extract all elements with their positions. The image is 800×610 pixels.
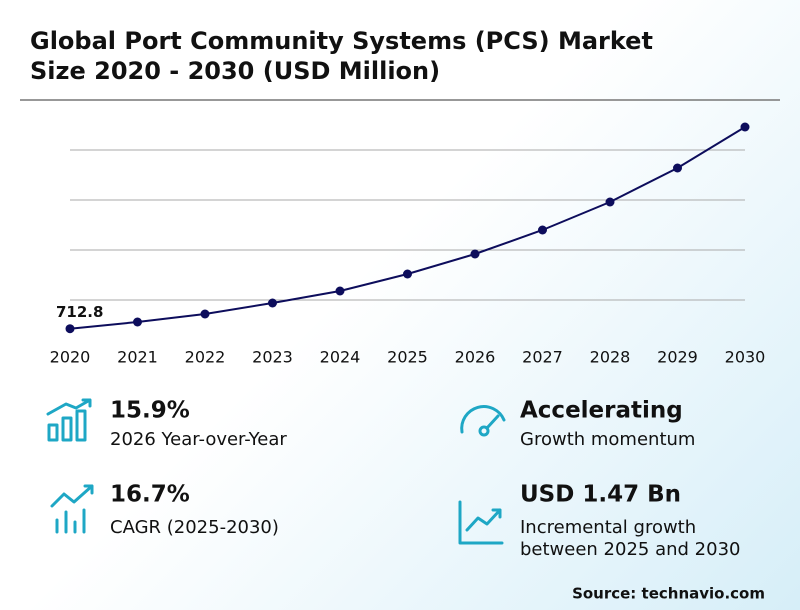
- highlight-label: Growth momentum: [520, 429, 695, 450]
- x-tick-label: 2029: [657, 348, 698, 367]
- point: [470, 249, 480, 259]
- gauge-icon: [460, 405, 506, 437]
- chart-title: Size 2020 - 2030 (USD Million): [30, 57, 440, 85]
- highlight-value: 15.9%: [110, 398, 190, 424]
- highlight-value: 16.7%: [110, 482, 190, 508]
- x-tick-label: 2023: [252, 348, 293, 367]
- x-tick-label: 2021: [117, 348, 158, 367]
- highlight-label: between 2025 and 2030: [520, 539, 740, 560]
- chart-title: Global Port Community Systems (PCS) Mark…: [30, 27, 653, 55]
- x-tick-label: 2026: [455, 348, 496, 367]
- line: [69, 126, 746, 330]
- point: [605, 197, 615, 207]
- point: [200, 309, 210, 319]
- point: [268, 298, 277, 308]
- x-tick-label: 2020: [50, 348, 91, 367]
- chart-icon: [458, 500, 504, 545]
- bar-growth-icon: [46, 398, 92, 442]
- point: [740, 122, 750, 132]
- trend-icon: [50, 484, 94, 534]
- point: [673, 163, 682, 173]
- point: [538, 225, 547, 235]
- point: [403, 269, 412, 279]
- highlight-value: Accelerating: [520, 398, 683, 424]
- x-tick-label: 2028: [590, 348, 631, 367]
- source: Source: technavio.com: [572, 585, 765, 603]
- highlight-value: USD 1.47 Bn: [520, 482, 681, 508]
- point: [65, 324, 75, 334]
- x-tick-label: 2030: [725, 348, 766, 367]
- point: [133, 317, 142, 327]
- x-tick-label: 2025: [387, 348, 428, 367]
- x-tick-label: 2027: [522, 348, 563, 367]
- point: [335, 286, 345, 296]
- highlight-label: 2026 Year-over-Year: [110, 429, 287, 450]
- highlight-label: Incremental growth: [520, 517, 696, 538]
- highlight-label: CAGR (2025-2030): [110, 517, 279, 538]
- data-label: 712.8: [56, 303, 103, 321]
- x-tick-label: 2022: [185, 348, 226, 367]
- x-tick-label: 2024: [320, 348, 361, 367]
